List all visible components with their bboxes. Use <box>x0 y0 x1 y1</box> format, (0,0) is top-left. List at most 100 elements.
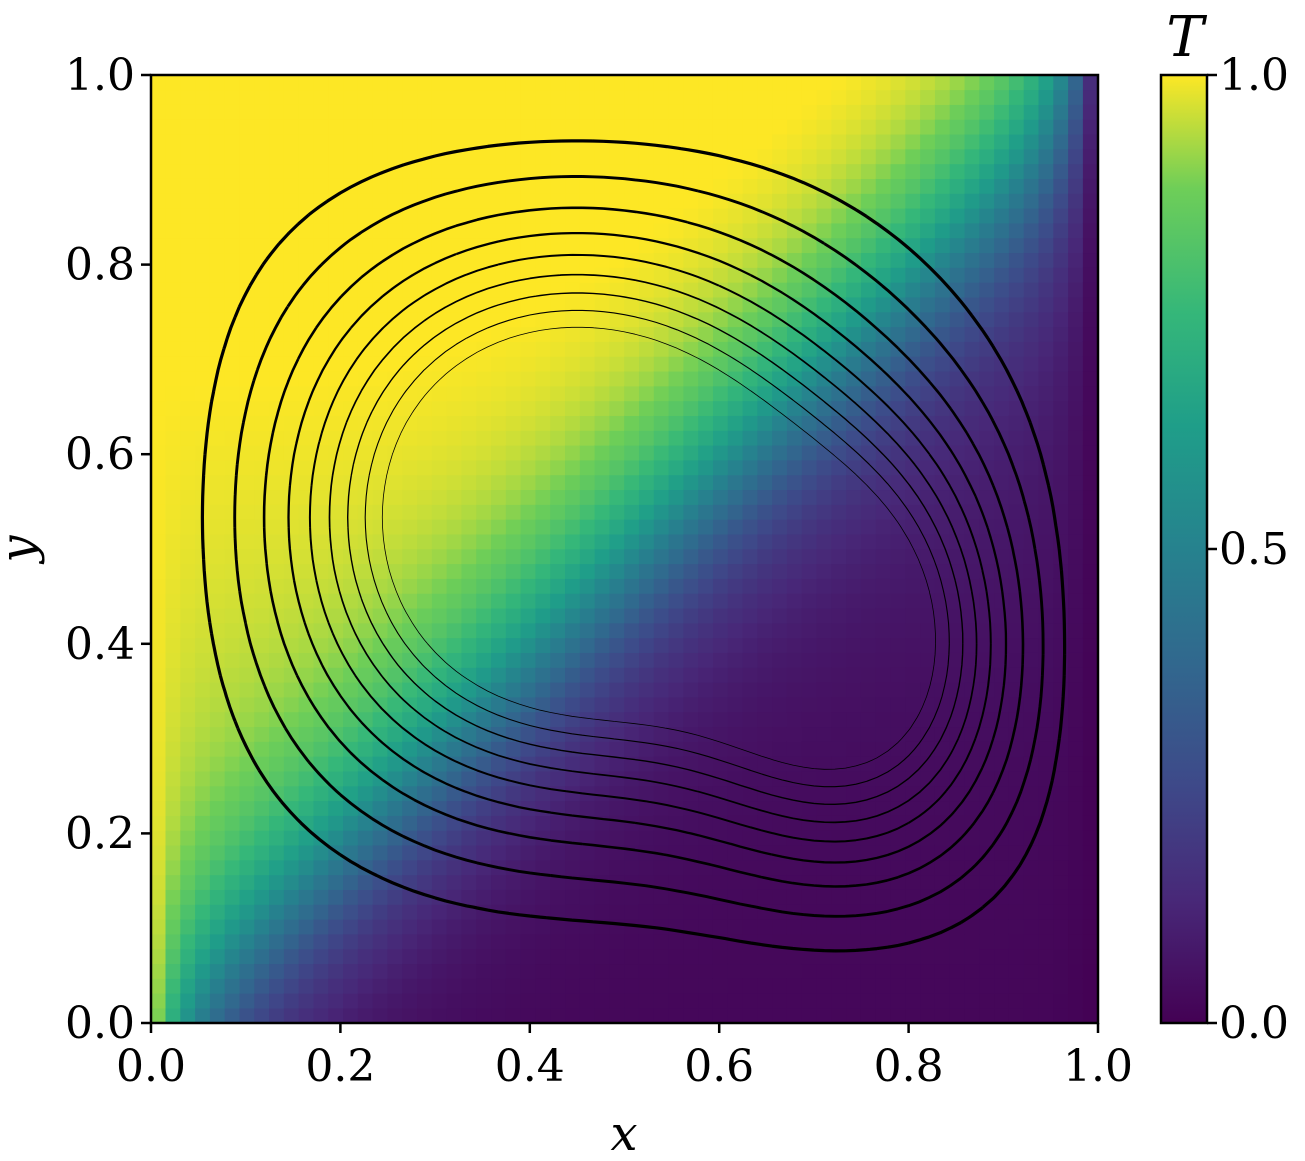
heatmap-cell <box>417 356 433 372</box>
heatmap-cell <box>180 593 196 609</box>
heatmap-cell <box>180 430 196 446</box>
colorbar-tick-label: 1.0 <box>1219 50 1289 101</box>
heatmap-cell <box>757 756 773 772</box>
heatmap-cell <box>372 474 389 491</box>
heatmap-cell <box>772 563 788 579</box>
heatmap-cell <box>1068 652 1084 668</box>
heatmap-cell <box>550 504 566 520</box>
heatmap-cell <box>195 874 211 890</box>
heatmap-cell <box>920 104 936 120</box>
heatmap-cell <box>224 252 241 268</box>
heatmap-cell <box>920 993 936 1009</box>
heatmap-cell <box>224 222 241 239</box>
heatmap-cell <box>550 208 566 224</box>
heatmap-cell <box>846 593 862 609</box>
heatmap-cell <box>283 519 300 535</box>
heatmap-cell <box>786 696 803 713</box>
heatmap-cell <box>994 459 1010 476</box>
heatmap-cell <box>565 208 581 224</box>
heatmap-cell <box>269 1007 285 1023</box>
heatmap-cell <box>357 370 374 387</box>
heatmap-cell <box>195 919 211 935</box>
heatmap-cell <box>934 800 951 816</box>
heatmap-cell <box>638 578 655 594</box>
heatmap-cell <box>875 682 892 698</box>
heatmap-cell <box>1082 267 1098 283</box>
heatmap-cell <box>269 489 285 505</box>
heatmap-cell <box>920 756 936 772</box>
heatmap-cell <box>254 904 270 920</box>
heatmap-cell <box>594 489 611 505</box>
heatmap-cell <box>934 356 951 372</box>
heatmap-cell <box>875 548 892 565</box>
heatmap-cell <box>180 326 196 342</box>
heatmap-cell <box>1038 1007 1054 1023</box>
heatmap-cell <box>579 119 596 135</box>
heatmap-cell <box>772 133 788 150</box>
heatmap-cell <box>461 682 477 698</box>
heatmap-cell <box>269 933 285 950</box>
heatmap-cell <box>476 889 492 905</box>
heatmap-cell <box>461 296 477 313</box>
heatmap-cell <box>609 682 625 698</box>
heatmap-cell <box>1068 445 1084 461</box>
y-tick-label: 0.4 <box>65 619 135 670</box>
heatmap-cell <box>742 578 758 594</box>
heatmap-cell <box>283 133 300 150</box>
heatmap-cell <box>831 637 847 653</box>
heatmap-cell <box>431 904 448 920</box>
heatmap-cell <box>151 726 167 742</box>
heatmap-cell <box>254 237 270 254</box>
heatmap-cell <box>1082 607 1098 624</box>
heatmap-cell <box>254 474 270 491</box>
heatmap-cell <box>372 148 389 165</box>
heatmap-cell <box>727 133 744 150</box>
heatmap-cell <box>298 800 315 816</box>
heatmap-cell <box>505 548 522 565</box>
heatmap-cell <box>283 770 300 787</box>
heatmap-cell <box>594 1007 611 1023</box>
heatmap-cell <box>224 193 241 209</box>
heatmap-cell <box>313 785 329 802</box>
heatmap-cell <box>180 237 196 254</box>
heatmap-cell <box>653 311 670 328</box>
heatmap-cell <box>283 267 300 283</box>
heatmap-cell <box>328 489 344 505</box>
heatmap-cell <box>979 830 995 846</box>
heatmap-cell <box>757 430 773 446</box>
heatmap-cell <box>594 756 611 772</box>
heatmap-cell <box>417 726 433 742</box>
heatmap-cell <box>1053 89 1069 105</box>
heatmap-cell <box>357 904 374 920</box>
heatmap-cell <box>594 163 611 179</box>
heatmap-cell <box>1023 75 1040 91</box>
heatmap-cell <box>209 533 226 550</box>
heatmap-cell <box>846 356 862 372</box>
heatmap-cell <box>565 637 581 653</box>
heatmap-cell <box>461 474 477 491</box>
heatmap-cell <box>1023 622 1040 639</box>
heatmap-cell <box>209 978 226 994</box>
heatmap-cell <box>1008 622 1025 639</box>
heatmap-cell <box>875 652 892 668</box>
heatmap-cell <box>831 474 847 491</box>
heatmap-cell <box>594 904 611 920</box>
heatmap-cell <box>905 859 921 876</box>
heatmap-cell <box>860 178 877 194</box>
heatmap-cell <box>757 356 773 372</box>
heatmap-cell <box>668 1007 684 1023</box>
heatmap-cell <box>1053 993 1069 1009</box>
heatmap-cell <box>609 637 625 653</box>
heatmap-cell <box>905 1007 921 1023</box>
heatmap-cell <box>594 726 611 742</box>
heatmap-cell <box>653 489 670 505</box>
heatmap-cell <box>579 844 596 861</box>
heatmap-cell <box>772 593 788 609</box>
heatmap-cell <box>417 933 433 950</box>
heatmap-cell <box>698 415 714 431</box>
heatmap-cell <box>594 607 611 624</box>
heatmap-cell <box>638 193 655 209</box>
heatmap-cell <box>860 696 877 713</box>
heatmap-cell <box>180 133 196 150</box>
heatmap-cell <box>1053 696 1069 713</box>
